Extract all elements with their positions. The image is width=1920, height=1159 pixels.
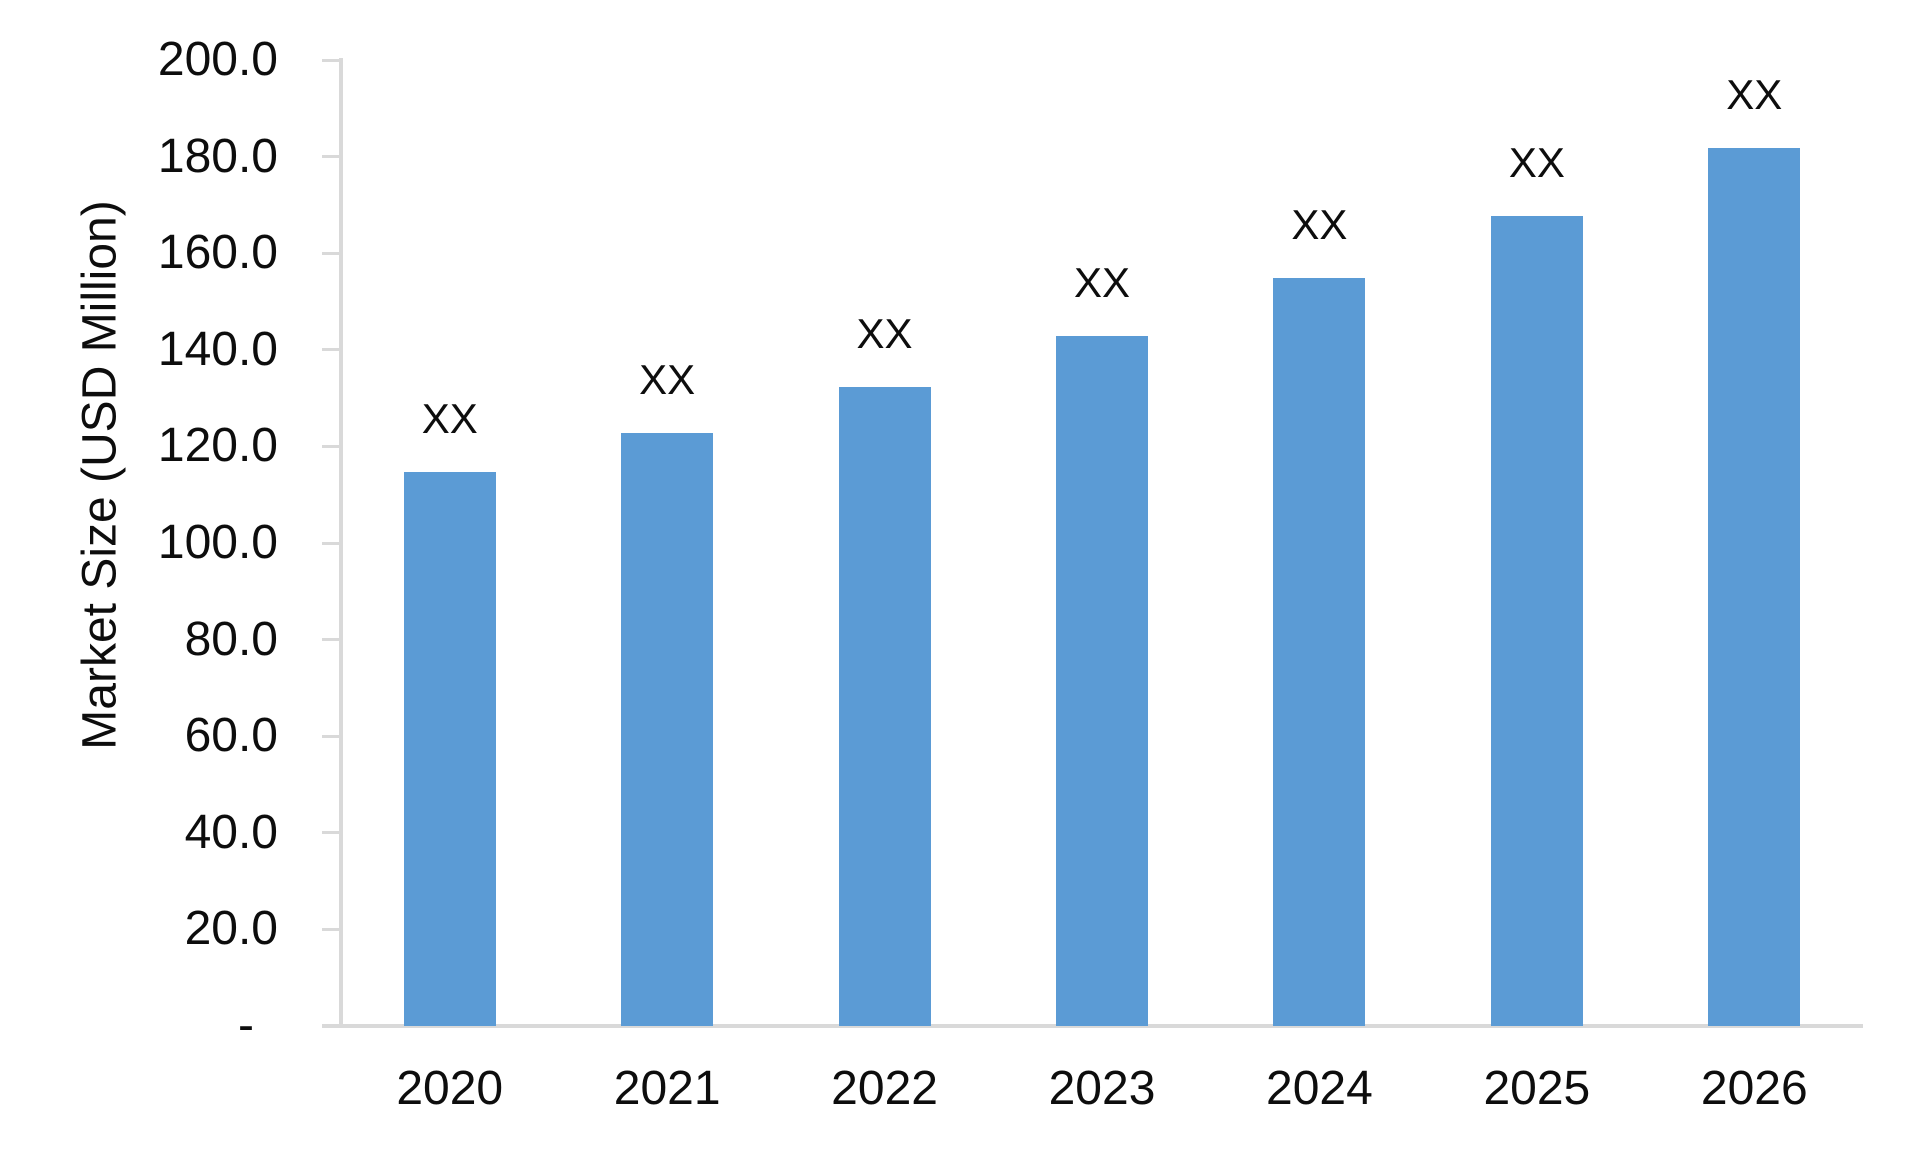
y-tick-label: 120.0 <box>157 419 278 473</box>
x-axis-line <box>322 1024 1863 1028</box>
y-tick <box>322 58 342 62</box>
y-tick <box>322 155 342 159</box>
y-tick <box>322 541 342 545</box>
bar-2023 <box>1056 335 1148 1026</box>
y-tick-label: 160.0 <box>157 226 278 280</box>
bar-value-label-2024: XX <box>1291 200 1348 248</box>
y-tick-label: - <box>238 999 254 1052</box>
y-tick <box>322 1024 342 1028</box>
bar-value-label-2022: XX <box>856 309 913 357</box>
y-tick-label: 180.0 <box>157 129 278 183</box>
bar-2024 <box>1273 277 1366 1026</box>
x-tick-label-2025: 2025 <box>1483 1062 1591 1115</box>
bar-2025 <box>1490 216 1583 1026</box>
x-tick-label-2020: 2020 <box>396 1062 504 1115</box>
bar-value-label-2023: XX <box>1073 258 1131 306</box>
y-tick <box>322 831 342 835</box>
y-tick <box>322 927 342 931</box>
bar-value-label-2025: XX <box>1508 139 1565 186</box>
y-tick <box>322 444 342 448</box>
y-tick-label: 140.0 <box>157 322 278 376</box>
bar-2020 <box>403 471 496 1026</box>
y-tick <box>322 734 342 738</box>
bar-value-label-2021: XX <box>639 355 696 403</box>
bar-2022 <box>838 386 931 1026</box>
x-tick-label-2021: 2021 <box>613 1062 721 1115</box>
y-tick <box>322 251 342 255</box>
y-tick-label: 40.0 <box>184 805 278 859</box>
y-tick-label: 20.0 <box>184 902 278 956</box>
bar-value-label-2020: XX <box>421 394 478 442</box>
y-tick-label: 100.0 <box>157 516 278 569</box>
y-tick <box>322 348 342 352</box>
bar-value-label-2026: XX <box>1726 70 1783 118</box>
y-tick-label: 80.0 <box>184 612 278 666</box>
y-tick <box>322 638 342 642</box>
y-tick-label: 200.0 <box>157 33 278 86</box>
bar-2026 <box>1708 147 1801 1026</box>
x-tick-label-2022: 2022 <box>831 1062 938 1115</box>
x-tick-label-2026: 2026 <box>1700 1062 1808 1115</box>
y-tick-label: 60.0 <box>184 709 278 763</box>
x-tick-label-2024: 2024 <box>1266 1062 1373 1115</box>
x-tick-label-2023: 2023 <box>1048 1062 1156 1115</box>
bar-2021 <box>621 432 714 1026</box>
